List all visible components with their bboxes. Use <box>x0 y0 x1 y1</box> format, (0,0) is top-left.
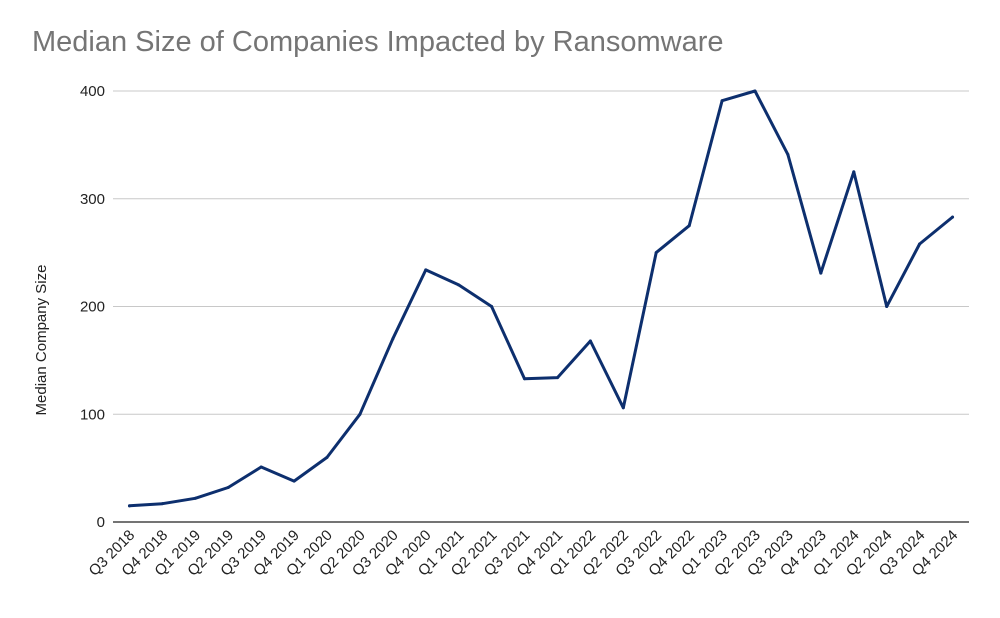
data-point <box>160 502 164 506</box>
series <box>127 89 955 508</box>
data-point <box>654 251 658 255</box>
data-point <box>193 496 197 500</box>
data-point <box>457 283 461 287</box>
data-point <box>292 479 296 483</box>
data-point <box>687 224 691 228</box>
data-point <box>490 305 494 308</box>
y-axis-ticks: 0 100 200 300 400 <box>80 83 105 531</box>
data-point <box>588 339 592 343</box>
y-tick-label: 200 <box>80 299 105 316</box>
data-point <box>951 215 955 219</box>
data-point <box>424 268 428 272</box>
data-point <box>918 242 922 246</box>
data-point <box>259 465 263 469</box>
data-point <box>786 153 790 157</box>
y-axis-label: Median Company Size <box>33 265 50 416</box>
data-point <box>226 486 230 490</box>
data-point <box>852 170 856 174</box>
data-point <box>127 504 131 508</box>
data-point <box>885 305 889 308</box>
data-point <box>621 406 625 410</box>
y-tick-label: 0 <box>97 514 105 531</box>
data-point <box>325 455 329 459</box>
data-point <box>391 337 395 341</box>
chart-title: Median Size of Companies Impacted by Ran… <box>32 26 724 58</box>
data-point <box>523 377 527 381</box>
data-point <box>819 271 823 275</box>
data-point <box>358 412 362 416</box>
y-tick-label: 300 <box>80 191 105 208</box>
data-point <box>753 89 757 93</box>
data-point <box>555 376 559 380</box>
y-tick-label: 400 <box>80 83 105 100</box>
data-point <box>720 99 724 103</box>
series-line <box>128 89 954 508</box>
gridlines <box>113 90 969 523</box>
y-tick-label: 100 <box>80 406 105 423</box>
